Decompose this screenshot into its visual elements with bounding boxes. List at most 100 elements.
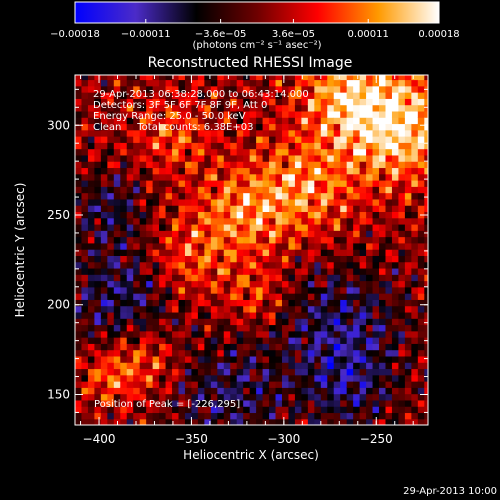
heatmap-cell — [379, 198, 387, 206]
plot-frame — [74, 74, 429, 426]
heatmap-cell — [294, 337, 303, 344]
heatmap-cell — [230, 186, 238, 194]
heatmap-cell — [184, 349, 193, 357]
heatmap-cell — [411, 387, 419, 395]
heatmap-cell — [288, 110, 296, 118]
heatmap-cell — [223, 242, 231, 250]
heatmap-cell — [159, 123, 167, 131]
heatmap-cell — [275, 412, 283, 420]
heatmap-cell — [210, 299, 218, 307]
heatmap-cell — [424, 98, 428, 106]
heatmap-cell — [107, 418, 115, 425]
heatmap-cell — [333, 381, 341, 388]
heatmap-cell — [217, 198, 225, 206]
heatmap-cell — [320, 75, 328, 81]
heatmap-cell — [81, 167, 89, 175]
heatmap-cell — [184, 255, 193, 263]
heatmap-cell — [75, 305, 83, 313]
heatmap-cell — [107, 85, 115, 93]
heatmap-cell — [217, 192, 225, 200]
heatmap-cell — [424, 299, 428, 307]
heatmap-cell — [353, 180, 361, 187]
heatmap-cell — [172, 154, 180, 162]
heatmap-cell — [191, 393, 199, 401]
heatmap-cell — [223, 311, 231, 319]
heatmap-cell — [249, 299, 257, 307]
heatmap-cell — [307, 180, 315, 187]
heatmap-cell — [320, 267, 328, 275]
heatmap-cell — [146, 154, 154, 162]
heatmap-cell — [269, 249, 277, 256]
heatmap-cell — [139, 173, 147, 181]
heatmap-cell — [320, 92, 328, 99]
heatmap-cell — [172, 230, 180, 238]
heatmap-cell — [281, 173, 290, 181]
heatmap-cell — [243, 249, 251, 256]
heatmap-cell — [398, 236, 406, 244]
heatmap-cell — [320, 305, 328, 313]
heatmap-cell — [404, 180, 412, 187]
heatmap-cell — [314, 142, 322, 150]
heatmap-cell — [391, 330, 400, 338]
heatmap-cell — [159, 267, 167, 275]
heatmap-cell — [146, 186, 154, 194]
heatmap-cell — [184, 217, 193, 225]
heatmap-cell — [346, 311, 354, 319]
heatmap-cell — [172, 148, 180, 156]
heatmap-cell — [165, 387, 173, 395]
heatmap-cell — [107, 406, 115, 414]
heatmap-cell — [133, 110, 141, 118]
heatmap-cell — [236, 223, 244, 231]
heatmap-cell — [424, 255, 428, 263]
heatmap-cell — [269, 349, 277, 357]
heatmap-cell — [107, 98, 115, 106]
heatmap-cell — [81, 406, 89, 414]
heatmap-cell — [184, 305, 193, 313]
heatmap-cell — [178, 142, 186, 150]
heatmap-cell — [353, 368, 361, 376]
heatmap-cell — [191, 349, 199, 357]
heatmap-cell — [172, 324, 180, 332]
heatmap-cell — [165, 311, 173, 319]
heatmap-cell — [307, 192, 315, 200]
heatmap-cell — [385, 110, 393, 118]
heatmap-cell — [223, 205, 231, 213]
heatmap-cell — [217, 324, 225, 332]
heatmap-cell — [126, 192, 134, 200]
heatmap-cell — [120, 230, 128, 238]
heatmap-cell — [107, 280, 115, 288]
heatmap-cell — [152, 368, 160, 376]
heatmap-cell — [133, 337, 141, 344]
heatmap-cell — [262, 330, 270, 338]
heatmap-cell — [165, 242, 173, 250]
heatmap-cell — [294, 387, 303, 395]
heatmap-cell — [204, 274, 212, 282]
heatmap-cell — [327, 180, 335, 187]
heatmap-cell — [269, 406, 277, 414]
heatmap-cell — [327, 186, 335, 194]
heatmap-cell — [197, 161, 205, 169]
y-tick-label: 250 — [47, 208, 70, 222]
heatmap-cell — [100, 85, 108, 93]
heatmap-cell — [133, 299, 141, 307]
heatmap-cell — [126, 230, 134, 238]
heatmap-cell — [87, 311, 96, 319]
heatmap-cell — [210, 305, 218, 313]
heatmap-cell — [126, 406, 134, 414]
heatmap-cell — [301, 355, 309, 363]
heatmap-cell — [223, 368, 231, 376]
heatmap-cell — [217, 293, 225, 300]
heatmap-cell — [197, 180, 205, 187]
heatmap-cell — [230, 110, 238, 118]
heatmap-cell — [230, 305, 238, 313]
heatmap-cell — [417, 305, 425, 313]
heatmap-cell — [230, 393, 238, 401]
heatmap-cell — [307, 368, 315, 376]
heatmap-cell — [327, 274, 335, 282]
heatmap-cell — [275, 85, 283, 93]
heatmap-cell — [113, 167, 121, 175]
heatmap-cell — [262, 318, 270, 326]
heatmap-cell — [75, 355, 83, 363]
heatmap-cell — [178, 110, 186, 118]
